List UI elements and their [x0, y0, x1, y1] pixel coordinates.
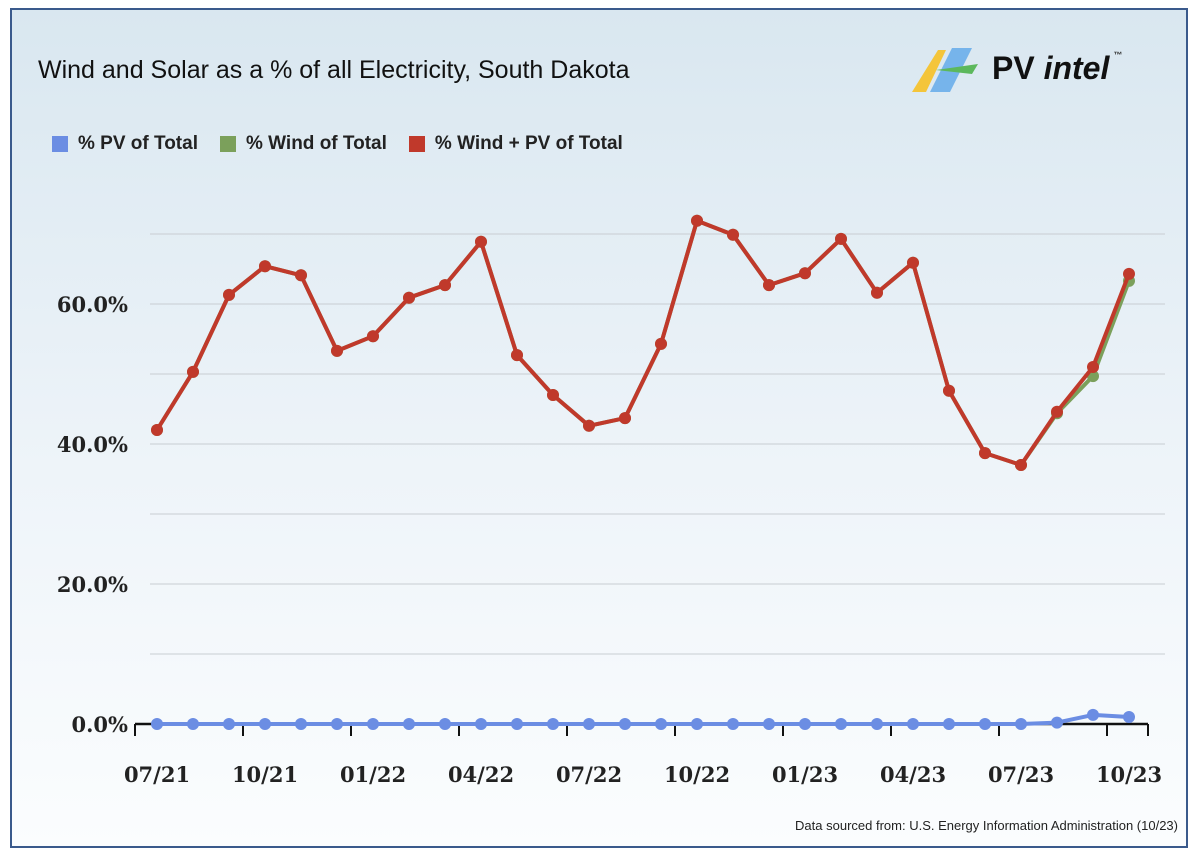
data-point	[511, 718, 523, 730]
data-point	[835, 718, 847, 730]
data-point	[655, 718, 667, 730]
logo-mark-icon	[912, 48, 978, 92]
data-point	[1087, 361, 1099, 373]
series-line-2	[155, 218, 1131, 467]
x-tick-label: 10/22	[664, 762, 730, 787]
logo: PV intel ™	[912, 44, 1122, 92]
x-tick-label: 07/21	[124, 762, 190, 787]
y-tick-label: 40.0%	[57, 432, 128, 457]
data-point	[295, 718, 307, 730]
data-point	[403, 291, 415, 304]
data-point	[475, 718, 487, 730]
data-point	[583, 419, 595, 432]
data-point	[547, 389, 559, 401]
data-point	[907, 256, 919, 269]
x-tick-label: 01/22	[340, 762, 406, 787]
data-point	[835, 232, 847, 245]
data-point	[727, 718, 739, 730]
data-point	[475, 235, 487, 248]
data-point	[691, 718, 703, 730]
series-line-0	[157, 712, 1130, 726]
data-point	[727, 228, 739, 241]
x-tick-label: 07/22	[556, 762, 622, 787]
data-point	[655, 337, 667, 350]
data-point	[223, 718, 235, 730]
x-tick-label: 04/22	[448, 762, 514, 787]
y-tick-label: 0.0%	[72, 712, 129, 737]
legend-label: % Wind + PV of Total	[434, 133, 623, 154]
data-point	[979, 718, 991, 730]
legend-swatch	[52, 136, 68, 152]
source-note: Data sourced from: U.S. Energy Informati…	[795, 818, 1178, 833]
data-point	[295, 269, 307, 282]
data-point	[151, 424, 163, 436]
data-point	[511, 349, 523, 362]
x-tick-label: 01/23	[772, 762, 838, 787]
legend-item-wind[interactable]: % Wind of Total	[219, 133, 387, 155]
chart-title: Wind and Solar as a % of all Electricity…	[38, 56, 630, 84]
data-point	[1015, 459, 1027, 471]
x-tick-label: 10/23	[1096, 762, 1162, 787]
data-point	[1123, 711, 1135, 723]
data-point	[763, 718, 775, 730]
data-point	[871, 286, 883, 299]
legend: % PV of Total % Wind of Total % Wind + P…	[52, 133, 623, 155]
data-point	[151, 718, 163, 730]
data-point	[1015, 718, 1027, 730]
legend-swatch	[408, 136, 425, 152]
legend-label: % PV of Total	[78, 133, 198, 154]
data-point	[1087, 708, 1099, 721]
legend-swatch	[219, 136, 236, 152]
data-point	[367, 718, 379, 730]
chart-frame	[10, 8, 1188, 848]
data-point	[367, 330, 379, 343]
data-point	[619, 718, 631, 730]
data-point	[763, 279, 775, 292]
legend-label: % Wind of Total	[245, 133, 387, 154]
data-point	[871, 718, 883, 730]
y-tick-label: 20.0%	[57, 572, 128, 597]
data-point	[943, 718, 955, 730]
data-point	[439, 718, 451, 730]
data-point	[331, 344, 343, 357]
data-point	[547, 718, 559, 730]
data-point	[979, 447, 991, 460]
x-tick-label: 04/23	[880, 762, 946, 787]
data-point	[619, 412, 631, 425]
data-point	[1123, 267, 1135, 280]
x-tick-label: 10/21	[232, 762, 298, 787]
x-tick-label: 07/23	[988, 762, 1054, 787]
series-line-1	[155, 218, 1131, 467]
logo-text: PV intel ™	[992, 49, 1123, 86]
data-point	[799, 267, 811, 280]
legend-item-pv[interactable]: % PV of Total	[52, 133, 198, 155]
data-point	[439, 279, 451, 292]
data-point	[331, 718, 343, 730]
legend-item-wind-pv[interactable]: % Wind + PV of Total	[408, 133, 623, 155]
data-point	[187, 718, 199, 730]
data-point	[691, 214, 703, 227]
data-point	[1051, 716, 1063, 729]
data-point	[223, 288, 235, 301]
data-point	[799, 718, 811, 730]
data-point	[259, 718, 271, 730]
data-point	[943, 384, 955, 397]
data-point	[1051, 405, 1063, 418]
data-point	[259, 260, 271, 273]
data-point	[403, 718, 415, 730]
data-point	[187, 365, 199, 378]
data-point	[583, 718, 595, 730]
data-point	[907, 718, 919, 730]
y-tick-label: 60.0%	[57, 292, 128, 317]
